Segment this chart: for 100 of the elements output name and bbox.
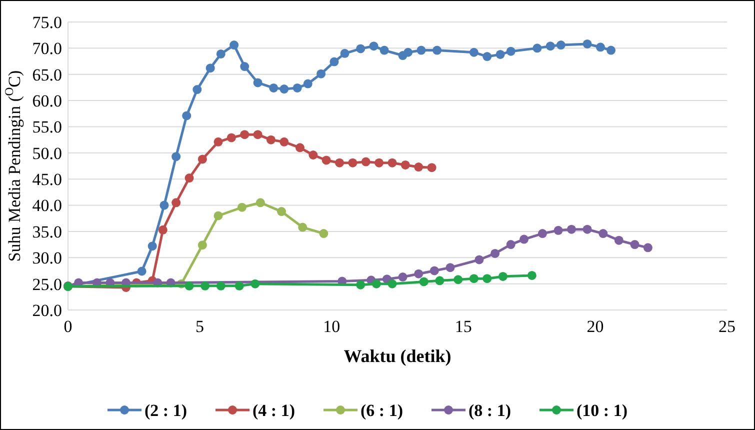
y-tick-label: 65.0 (32, 65, 62, 84)
x-tick-label: 10 (323, 317, 340, 336)
point (598, 229, 608, 238)
point (240, 62, 250, 72)
y-tick-label: 40.0 (32, 196, 62, 216)
point (348, 158, 358, 168)
point (137, 266, 146, 276)
point (532, 44, 542, 53)
point (335, 158, 344, 168)
y-tick-label: 35.0 (32, 222, 62, 242)
point (192, 85, 202, 94)
point (277, 207, 286, 216)
point (172, 198, 181, 208)
y-tick-label: 55.0 (32, 118, 62, 137)
point (446, 263, 455, 272)
point (198, 240, 207, 250)
y-tick-label: 70.0 (32, 39, 62, 58)
point (234, 281, 244, 290)
legend-label: (10 : 1) (576, 400, 628, 420)
point (554, 226, 563, 235)
point (388, 279, 397, 288)
y-tick-label: 60.0 (32, 91, 62, 110)
point (643, 243, 652, 252)
point (319, 229, 328, 238)
point (454, 275, 463, 284)
point (469, 48, 478, 57)
point (404, 48, 413, 57)
point (398, 272, 408, 282)
x-tick-label: 25 (718, 317, 736, 336)
point (172, 152, 181, 162)
point (388, 158, 397, 168)
point (582, 39, 592, 48)
point (298, 222, 308, 232)
point (184, 281, 194, 290)
point (419, 277, 428, 286)
point (538, 229, 547, 238)
x-tick-label: 20 (586, 317, 604, 336)
y-tick-label: 50.0 (32, 144, 62, 163)
x-tick-label: 5 (196, 317, 204, 336)
point (490, 248, 500, 258)
point (216, 49, 226, 58)
legend-label: (6 : 1) (360, 400, 403, 420)
point (414, 162, 424, 172)
point (400, 160, 410, 170)
point (226, 133, 236, 142)
y-tick-label: 45.0 (32, 170, 62, 190)
point (506, 240, 516, 250)
point (308, 150, 318, 160)
point (250, 279, 260, 288)
point (498, 272, 508, 281)
point (237, 202, 246, 212)
point (303, 79, 312, 88)
point (292, 83, 302, 92)
point (474, 255, 484, 264)
point (430, 266, 439, 276)
point (527, 270, 536, 280)
point (380, 46, 389, 55)
point (414, 269, 424, 278)
point (435, 276, 444, 286)
point (356, 280, 366, 290)
point (566, 224, 576, 234)
point (280, 84, 289, 94)
point (214, 137, 223, 146)
x-axis-title: Waktu (detik) (344, 346, 452, 366)
point (295, 143, 304, 152)
point (182, 111, 192, 120)
y-tick-label: 25.0 (32, 274, 62, 294)
point (372, 279, 381, 288)
point (606, 46, 616, 55)
point (253, 78, 262, 88)
point (374, 158, 384, 168)
point (184, 174, 194, 183)
point (269, 83, 278, 92)
point (432, 46, 442, 55)
point (316, 69, 326, 78)
point (361, 157, 370, 166)
point (482, 52, 492, 62)
x-tick-label: 0 (64, 317, 72, 336)
point (630, 240, 640, 250)
point (520, 234, 529, 244)
y-tick-label: 20.0 (32, 300, 62, 320)
y-tick-label: 75.0 (32, 12, 62, 32)
point (240, 130, 250, 140)
point (506, 46, 516, 56)
point (469, 274, 478, 284)
point (614, 236, 624, 245)
point (496, 50, 505, 59)
point (582, 224, 592, 234)
point (253, 130, 262, 140)
legend-label: (2 : 1) (144, 400, 187, 420)
point (206, 64, 215, 73)
y-tick-label: 30.0 (32, 248, 62, 268)
point (158, 225, 168, 234)
point (416, 46, 426, 55)
point (322, 156, 331, 165)
x-tick-label: 15 (454, 317, 472, 336)
point (482, 274, 492, 284)
point (160, 200, 169, 210)
point (280, 137, 289, 146)
legend-label: (4 : 1) (252, 400, 295, 420)
